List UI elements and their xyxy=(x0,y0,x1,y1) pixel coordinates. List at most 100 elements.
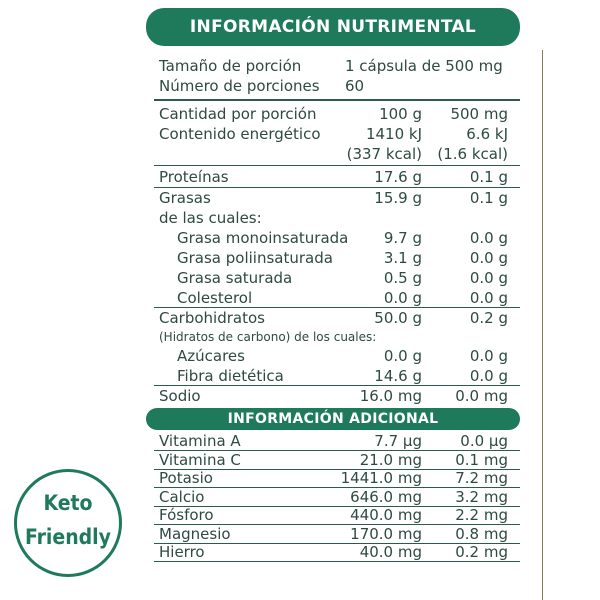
divider xyxy=(154,450,520,451)
nutrient-value-100g: 0.0 g xyxy=(383,347,422,365)
energy-label: Contenido energético xyxy=(159,125,321,143)
vitamin-mineral-label: Vitamina A xyxy=(159,432,241,450)
nutrient-value-100g: 3.1 g xyxy=(383,249,422,267)
amount-col1: 100 g xyxy=(379,105,422,123)
nutrient-value-100g: 14.6 g xyxy=(374,367,422,385)
divider xyxy=(154,487,520,488)
nutrient-value-portion: 0.0 g xyxy=(469,347,508,365)
nutrient-value-100g: 50.0 g xyxy=(374,309,422,327)
value-portion: 0.0 µg xyxy=(460,432,508,450)
badge-line2: Friendly xyxy=(25,525,111,549)
serving-size-row: Tamaño de porción 1 cápsula de 500 mg xyxy=(159,56,510,76)
divider xyxy=(154,307,520,308)
de-las-cuales-row: de las cuales: xyxy=(159,208,510,228)
grasas-row: Grasas 15.9 g 0.1 g xyxy=(159,188,510,208)
amount-col2: 500 mg xyxy=(450,105,508,123)
divider xyxy=(154,469,520,470)
value-portion: 2.2 mg xyxy=(455,506,508,524)
divider xyxy=(154,165,520,166)
sodio-row: Sodio 16.0 mg 0.0 mg xyxy=(159,386,510,406)
amount-per-serving-row: Cantidad por porción 100 g 500 mg xyxy=(159,104,510,124)
additional-row: Vitamina A 7.7 µg 0.0 µg xyxy=(159,432,510,450)
saturada-row: Grasa saturada 0.5 g 0.0 g xyxy=(159,268,510,288)
amount-label: Cantidad por porción xyxy=(159,105,317,123)
serving-count-value: 60 xyxy=(345,77,365,95)
nutrient-value-portion: 0.0 mg xyxy=(455,387,508,405)
energy-kj-row: Contenido energético 1410 kJ 6.6 kJ xyxy=(159,124,510,144)
serving-size-value: 1 cápsula de 500 mg xyxy=(345,57,503,75)
nutrient-value-portion: 0.1 g xyxy=(469,168,508,186)
nutrient-value-100g: 15.9 g xyxy=(374,189,422,207)
nutrient-value-100g: 0.5 g xyxy=(383,269,422,287)
nutrient-label: Azúcares xyxy=(177,347,245,365)
nutrient-label: Grasa saturada xyxy=(177,269,293,287)
carbohidratos-row: Carbohidratos 50.0 g 0.2 g xyxy=(159,308,510,328)
divider xyxy=(154,506,520,507)
additional-row: Vitamina C 21.0 mg 0.1 mg xyxy=(159,451,510,469)
nutrient-label: Colesterol xyxy=(177,289,253,307)
nutrient-label: Grasa monoinsaturada xyxy=(177,229,349,247)
nutrient-label: Grasas xyxy=(159,189,211,207)
value-100g: 7.7 µg xyxy=(374,432,422,450)
divider xyxy=(154,99,520,101)
value-portion: 3.2 mg xyxy=(455,488,508,506)
value-portion: 0.1 mg xyxy=(455,451,508,469)
nutrient-value-100g: 9.7 g xyxy=(383,229,422,247)
additional-row: Fósforo 440.0 mg 2.2 mg xyxy=(159,506,510,524)
energy-kcal-col1: (337 kcal) xyxy=(346,145,422,163)
mono-row: Grasa monoinsaturada 9.7 g 0.0 g xyxy=(159,228,510,248)
value-100g: 1441.0 mg xyxy=(340,469,422,487)
additional-info-header: INFORMACIÓN ADICIONAL xyxy=(146,408,520,430)
nutrient-value-portion: 0.0 g xyxy=(469,249,508,267)
value-100g: 440.0 mg xyxy=(350,506,422,524)
energy-kcal-row: (337 kcal) (1.6 kcal) xyxy=(159,144,510,164)
sub-heading: (Hidratos de carbono) de los cuales: xyxy=(159,330,377,344)
vitamin-mineral-label: Calcio xyxy=(159,488,205,506)
nutrient-label: Sodio xyxy=(159,387,201,405)
value-portion: 0.2 mg xyxy=(455,543,508,561)
nutrient-label: Grasa poliinsaturada xyxy=(177,249,333,267)
energy-kcal-col2: (1.6 kcal) xyxy=(437,145,508,163)
nutrient-label: Proteínas xyxy=(159,168,229,186)
vitamin-mineral-label: Hierro xyxy=(159,543,205,561)
vitamin-mineral-label: Vitamina C xyxy=(159,451,241,469)
value-portion: 0.8 mg xyxy=(455,525,508,543)
additional-row: Hierro 40.0 mg 0.2 mg xyxy=(159,543,510,561)
value-portion: 7.2 mg xyxy=(455,469,508,487)
divider xyxy=(154,385,520,386)
fibra-row: Fibra dietética 14.6 g 0.0 g xyxy=(159,366,510,386)
proteinas-row: Proteínas 17.6 g 0.1 g xyxy=(159,167,510,187)
sub-heading: de las cuales: xyxy=(159,209,262,227)
vitamin-mineral-label: Fósforo xyxy=(159,506,214,524)
nutrient-value-portion: 0.0 g xyxy=(469,367,508,385)
colesterol-row: Colesterol 0.0 g 0.0 g xyxy=(159,288,510,308)
nutrient-value-100g: 0.0 g xyxy=(383,289,422,307)
additional-row: Potasio 1441.0 mg 7.2 mg xyxy=(159,469,510,487)
azucares-row: Azúcares 0.0 g 0.0 g xyxy=(159,346,510,366)
nutrient-value-portion: 0.0 g xyxy=(469,269,508,287)
divider xyxy=(154,187,520,188)
nutrient-value-portion: 0.2 g xyxy=(469,309,508,327)
vitamin-mineral-label: Magnesio xyxy=(159,525,231,543)
serving-count-label: Número de porciones xyxy=(159,77,320,95)
carb-note-row: (Hidratos de carbono) de los cuales: xyxy=(159,327,510,347)
nutrient-label: Fibra dietética xyxy=(177,367,284,385)
nutrient-value-portion: 0.0 g xyxy=(469,229,508,247)
poli-row: Grasa poliinsaturada 3.1 g 0.0 g xyxy=(159,248,510,268)
nutrient-value-portion: 0.0 g xyxy=(469,289,508,307)
serving-count-row: Número de porciones 60 xyxy=(159,76,510,96)
value-100g: 40.0 mg xyxy=(359,543,422,561)
additional-row: Calcio 646.0 mg 3.2 mg xyxy=(159,488,510,506)
right-border-line xyxy=(542,50,543,600)
value-100g: 21.0 mg xyxy=(359,451,422,469)
badge-line1: Keto xyxy=(43,491,93,515)
value-100g: 646.0 mg xyxy=(350,488,422,506)
nutrition-header: INFORMACIÓN NUTRIMENTAL xyxy=(146,8,520,46)
nutrient-value-100g: 17.6 g xyxy=(374,168,422,186)
energy-kj-col2: 6.6 kJ xyxy=(466,125,508,143)
keto-friendly-badge: Keto Friendly xyxy=(14,469,122,577)
nutrient-value-100g: 16.0 mg xyxy=(359,387,422,405)
nutrient-value-portion: 0.1 g xyxy=(469,189,508,207)
nutrient-label: Carbohidratos xyxy=(159,309,265,327)
energy-kj-col1: 1410 kJ xyxy=(365,125,422,143)
